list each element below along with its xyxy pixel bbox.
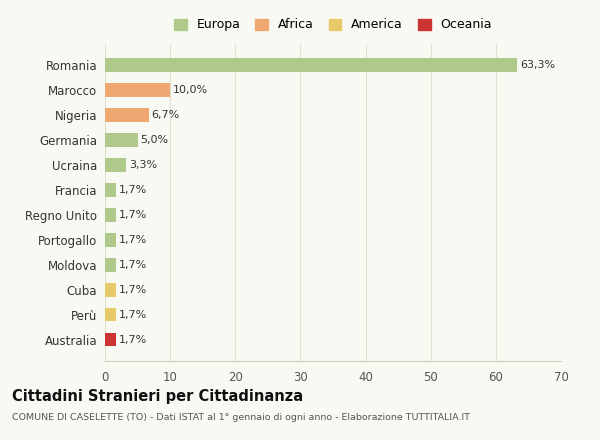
Bar bbox=[105, 108, 149, 122]
Bar bbox=[105, 233, 116, 247]
Bar bbox=[105, 258, 116, 271]
Legend: Europa, Africa, America, Oceania: Europa, Africa, America, Oceania bbox=[174, 18, 492, 31]
Text: Cittadini Stranieri per Cittadinanza: Cittadini Stranieri per Cittadinanza bbox=[12, 389, 303, 404]
Text: 5,0%: 5,0% bbox=[140, 135, 169, 145]
Bar bbox=[105, 283, 116, 297]
Bar bbox=[105, 83, 170, 97]
Text: 1,7%: 1,7% bbox=[119, 235, 147, 245]
Bar bbox=[105, 208, 116, 222]
Text: 1,7%: 1,7% bbox=[119, 210, 147, 220]
Text: 1,7%: 1,7% bbox=[119, 185, 147, 195]
Text: 1,7%: 1,7% bbox=[119, 285, 147, 295]
Text: 6,7%: 6,7% bbox=[151, 110, 179, 120]
Bar bbox=[105, 308, 116, 322]
Text: 1,7%: 1,7% bbox=[119, 334, 147, 345]
Text: 3,3%: 3,3% bbox=[129, 160, 157, 170]
Text: 1,7%: 1,7% bbox=[119, 310, 147, 319]
Text: COMUNE DI CASELETTE (TO) - Dati ISTAT al 1° gennaio di ogni anno - Elaborazione : COMUNE DI CASELETTE (TO) - Dati ISTAT al… bbox=[12, 413, 470, 422]
Text: 1,7%: 1,7% bbox=[119, 260, 147, 270]
Bar bbox=[105, 333, 116, 346]
Bar bbox=[105, 158, 127, 172]
Text: 10,0%: 10,0% bbox=[173, 85, 208, 95]
Bar bbox=[105, 133, 137, 147]
Bar bbox=[105, 59, 517, 72]
Bar bbox=[105, 183, 116, 197]
Text: 63,3%: 63,3% bbox=[520, 60, 555, 70]
